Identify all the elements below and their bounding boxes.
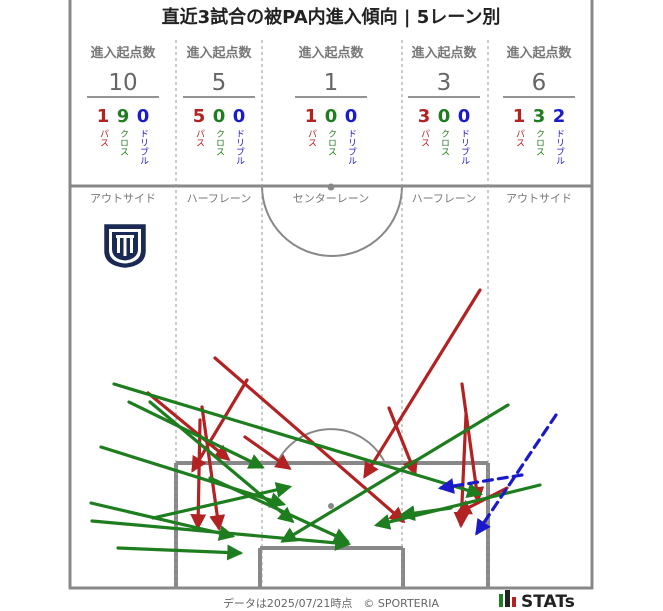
- lane-headers: 進入起点数101パス9クロス0ドリブルアウトサイド進入起点数55パス0クロス0ド…: [87, 45, 575, 205]
- lane-dribble-count: 0: [137, 106, 150, 127]
- lane-total: 3: [437, 70, 452, 96]
- lane-total: 5: [212, 70, 227, 96]
- lane-cross-count: 3: [533, 106, 546, 127]
- penalty-spot: [328, 503, 334, 509]
- lane-pass-label: パス: [514, 129, 525, 147]
- cross-arrow: [148, 400, 295, 524]
- lane-pass-count: 1: [97, 106, 110, 127]
- team-logo: [104, 224, 146, 268]
- lane-dribble-label: ドリブル: [234, 129, 245, 165]
- brand-bar-3: [512, 597, 516, 607]
- lane-name: アウトサイド: [506, 192, 572, 205]
- lane-cross-count: 0: [438, 106, 451, 127]
- lane-dribble-count: 0: [233, 106, 246, 127]
- lane-pass-label: パス: [419, 129, 430, 147]
- pass-arrow: [213, 356, 406, 524]
- lane-total: 10: [108, 70, 137, 96]
- lane-header-label: 進入起点数: [506, 45, 572, 61]
- center-circle: [261, 185, 403, 257]
- lane-dribble-count: 0: [345, 106, 358, 127]
- stats-brand-logo: STATs: [499, 590, 575, 611]
- pass-arrow: [191, 378, 249, 473]
- cross-arrow: [112, 382, 484, 498]
- lane-dribble-label: ドリブル: [346, 129, 357, 165]
- lane-dribble-label: ドリブル: [459, 129, 470, 165]
- cross-arrow: [116, 544, 244, 561]
- lane-total: 1: [324, 70, 339, 96]
- lane-pass-count: 1: [513, 106, 526, 127]
- lane-total: 6: [532, 70, 547, 96]
- cross-arrow: [373, 483, 542, 530]
- lane-name: ハーフレーン: [412, 192, 477, 205]
- cross-arrow: [398, 505, 453, 522]
- lane-header-label: 進入起点数: [411, 45, 477, 61]
- lane-cross-label: クロス: [534, 129, 544, 156]
- lane-pass-count: 1: [305, 106, 318, 127]
- lane-name: センターレーン: [293, 192, 369, 205]
- lane-header-label: 進入起点数: [90, 45, 156, 61]
- lane-pass-label: パス: [306, 129, 317, 147]
- pass-arrow: [200, 405, 226, 532]
- pass-arrow: [146, 391, 231, 462]
- lane-cross-count: 0: [325, 106, 338, 127]
- penalty-arc: [276, 428, 386, 464]
- dribble-arrow: [475, 413, 558, 536]
- pass-arrow: [363, 288, 482, 479]
- lane-cross-count: 9: [117, 106, 130, 127]
- brand-bar-2: [505, 590, 510, 607]
- cross-arrow: [90, 519, 352, 551]
- lane-cross-count: 0: [213, 106, 226, 127]
- cross-arrow: [280, 403, 510, 543]
- lane-pass-label: パス: [98, 129, 109, 147]
- lane-dribble-count: 0: [458, 106, 471, 127]
- entry-arrows: [89, 288, 558, 561]
- cross-arrow: [151, 482, 293, 520]
- footer-note: データは2025/07/21時点 © SPORTERIA: [223, 596, 440, 610]
- pitch-lines: [68, 0, 594, 590]
- lane-cross-label: クロス: [326, 129, 336, 156]
- brand-text: STATs: [521, 592, 575, 611]
- center-spot: [327, 183, 335, 191]
- brand-bar-1: [499, 594, 503, 607]
- lane-cross-label: クロス: [439, 129, 449, 156]
- lane-dribble-label: ドリブル: [138, 129, 149, 165]
- lane-pass-count: 3: [418, 106, 431, 127]
- lane-cross-label: クロス: [214, 129, 224, 156]
- lane-pass-count: 5: [193, 106, 206, 127]
- pass-arrow: [243, 435, 292, 470]
- lane-pass-label: パス: [194, 129, 205, 147]
- lane-dribble-label: ドリブル: [554, 129, 565, 165]
- cross-arrow: [127, 400, 265, 469]
- dribble-arrow: [437, 473, 524, 494]
- lane-name: アウトサイド: [90, 192, 156, 205]
- lane-cross-label: クロス: [118, 129, 128, 156]
- chart-title: 直近3試合の被PA内進入傾向 | 5レーン別: [162, 6, 501, 28]
- lane-dribble-count: 2: [553, 106, 566, 127]
- lane-header-label: 進入起点数: [298, 45, 364, 61]
- pass-arrow: [460, 382, 485, 504]
- cross-arrow: [208, 476, 350, 543]
- lane-header-label: 進入起点数: [186, 45, 252, 61]
- lane-name: ハーフレーン: [187, 192, 252, 205]
